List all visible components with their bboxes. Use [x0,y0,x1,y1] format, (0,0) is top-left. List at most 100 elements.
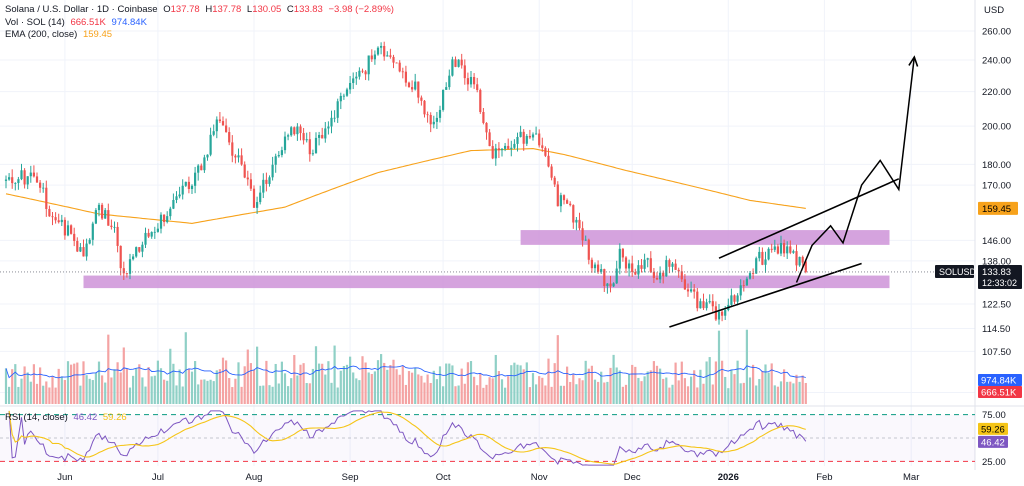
channel-upper-line[interactable] [718,178,900,259]
symbol-badge[interactable] [935,264,974,278]
candle[interactable] [97,202,101,217]
candle[interactable] [544,146,547,158]
ema-legend[interactable]: EMA (200, close) 159.45 [5,29,115,40]
candle[interactable] [265,172,268,192]
candle[interactable] [590,257,593,273]
candle[interactable] [730,288,733,308]
candle[interactable] [156,223,159,233]
candle[interactable] [70,224,73,235]
candle[interactable] [662,270,665,284]
candle[interactable] [166,211,169,224]
candle[interactable] [280,146,283,158]
candle[interactable] [733,294,736,304]
candle[interactable] [336,98,339,123]
candle[interactable] [355,72,358,85]
candle[interactable] [287,133,290,141]
candle[interactable] [569,201,572,207]
candle[interactable] [163,214,166,227]
candle[interactable] [243,161,246,179]
candle[interactable] [693,284,696,299]
candle[interactable] [209,127,212,157]
candle[interactable] [349,76,352,94]
candle[interactable] [194,166,197,194]
candle[interactable] [411,80,414,93]
candle[interactable] [302,127,305,145]
candle[interactable] [395,62,398,64]
candle[interactable] [708,294,711,304]
candle[interactable] [578,212,581,231]
candle[interactable] [221,116,225,126]
candle[interactable] [683,273,686,290]
candle[interactable] [187,176,190,194]
candle[interactable] [755,256,758,274]
candle[interactable] [57,213,60,224]
candle[interactable] [786,241,789,259]
candle[interactable] [352,72,355,90]
candle[interactable] [789,240,792,255]
candle[interactable] [500,147,504,157]
candle[interactable] [107,203,110,226]
candle[interactable] [342,93,345,100]
candle[interactable] [20,163,23,181]
candle[interactable] [659,266,662,284]
ema-price-badge[interactable] [978,201,1018,215]
candle[interactable] [296,123,299,141]
candlesticks[interactable] [4,41,807,325]
candle[interactable] [482,107,485,125]
candle[interactable] [147,228,150,239]
candle[interactable] [373,50,376,65]
candle[interactable] [742,280,745,292]
candle[interactable] [649,251,652,273]
candle[interactable] [628,259,631,277]
candle[interactable] [159,212,163,234]
candle[interactable] [516,132,519,152]
candle[interactable] [491,140,494,160]
candle[interactable] [435,111,438,129]
candle[interactable] [132,254,135,261]
symbol-title[interactable]: Solana / U.S. Dollar · 1D · Coinbase [5,4,158,15]
rsi-badge[interactable] [978,435,1008,448]
candle[interactable] [727,298,730,312]
candle[interactable] [175,191,178,204]
candle[interactable] [442,89,445,112]
candle[interactable] [519,125,522,138]
candle[interactable] [609,275,612,293]
candle[interactable] [696,287,699,312]
candle[interactable] [479,88,482,114]
candle[interactable] [51,211,54,226]
candle[interactable] [680,264,683,283]
candle[interactable] [476,77,479,93]
candle[interactable] [79,243,82,253]
candle[interactable] [801,255,804,268]
candle[interactable] [615,260,618,284]
candle[interactable] [240,148,243,166]
candle[interactable] [32,165,35,178]
candle[interactable] [119,245,122,276]
candle[interactable] [259,185,262,205]
candle[interactable] [445,82,448,90]
candle[interactable] [17,176,20,190]
candle[interactable] [305,132,308,143]
candle[interactable] [451,56,454,77]
candle[interactable] [203,154,206,173]
candle[interactable] [218,111,221,124]
candle[interactable] [510,140,513,157]
candle[interactable] [116,222,119,253]
rsi-label[interactable]: RSI (14, close) [5,412,68,423]
candle[interactable] [637,260,640,279]
candle[interactable] [125,272,128,278]
candle[interactable] [345,87,349,97]
candle[interactable] [128,253,132,280]
candle[interactable] [122,261,125,280]
candle[interactable] [314,132,318,154]
candle[interactable] [779,235,783,257]
candle[interactable] [215,116,218,139]
candle[interactable] [668,258,671,274]
candle[interactable] [311,149,314,156]
candle[interactable] [76,237,79,253]
candle[interactable] [711,294,714,312]
candle[interactable] [206,154,209,161]
candle[interactable] [228,127,231,146]
candle[interactable] [364,69,367,81]
candle[interactable] [11,169,14,189]
